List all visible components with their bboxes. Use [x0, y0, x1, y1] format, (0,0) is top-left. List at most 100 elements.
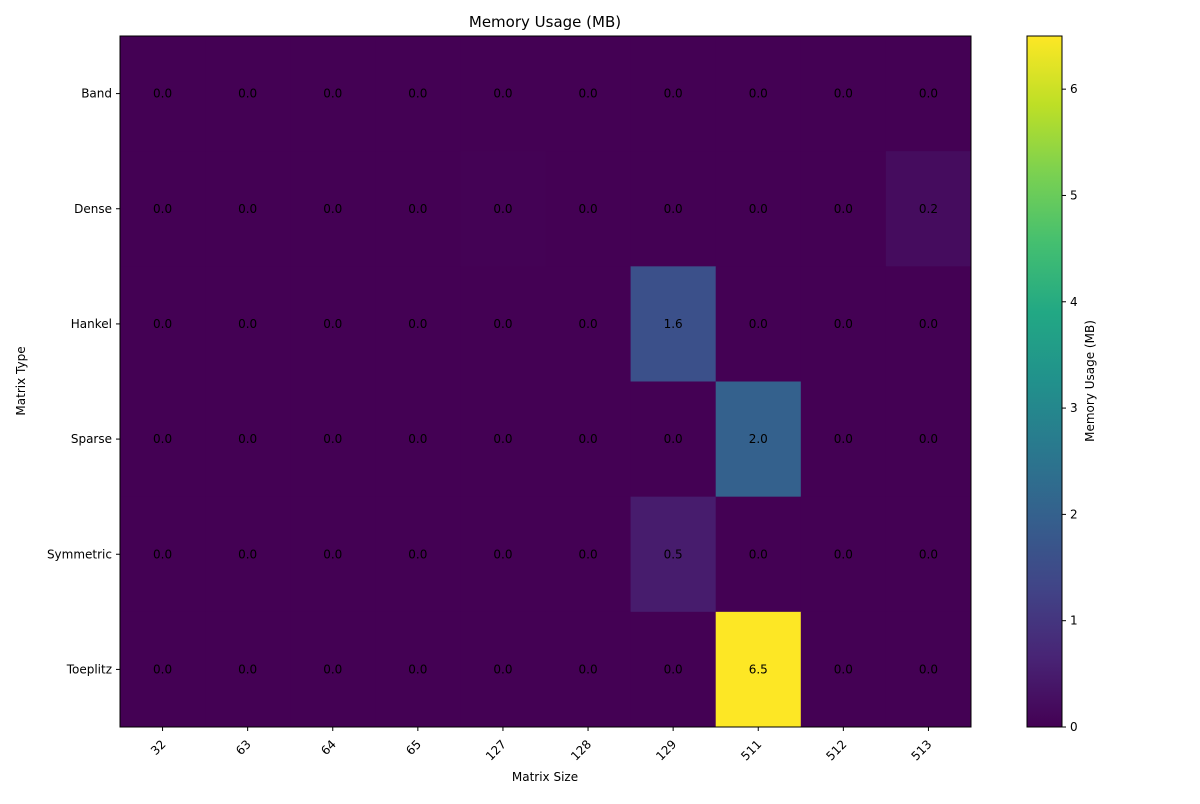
x-tick-label: 64 [318, 737, 339, 758]
cell-value-label: 0.0 [408, 432, 427, 446]
heatmap-cell [545, 611, 632, 728]
cell-value-label: 2.0 [749, 432, 768, 446]
cell-value-label: 1.6 [664, 317, 683, 331]
heatmap-cell [290, 381, 376, 498]
cell-value-label: 0.0 [579, 317, 598, 331]
cell-value-label: 0.0 [834, 547, 853, 561]
cell-value-label: 0.0 [238, 547, 257, 561]
x-axis-ticks: 32 63 64 65 127 128 129 511 512 513 [148, 727, 935, 763]
x-tick-label: 63 [233, 737, 254, 758]
y-tick-label: Sparse [71, 432, 112, 446]
heatmap-cell [545, 496, 632, 613]
cell-value-label: 0.0 [323, 432, 342, 446]
y-tick-label: Dense [74, 202, 112, 216]
cell-value-label: 0.0 [153, 547, 172, 561]
cell-value-label: 0.2 [919, 202, 938, 216]
colorbar-frame [1026, 35, 1063, 728]
cell-value-label: 0.0 [493, 662, 512, 676]
cell-value-label: 0.0 [919, 432, 938, 446]
cell-value-label: 0.0 [493, 202, 512, 216]
heatmap-cell [120, 381, 206, 498]
x-axis-title: Matrix Size [512, 770, 578, 784]
cell-value-label: 0.0 [579, 87, 598, 101]
cell-value-label: 0.0 [323, 87, 342, 101]
cell-value-label: 0.0 [323, 317, 342, 331]
cell-value-label: 0.0 [323, 547, 342, 561]
heatmap-cell [290, 496, 376, 613]
x-tick-label: 512 [823, 737, 849, 763]
heatmap-cell [545, 381, 632, 498]
cell-value-label: 0.0 [238, 662, 257, 676]
y-tick-label: Symmetric [47, 547, 112, 561]
cell-value-label: 0.0 [323, 662, 342, 676]
colorbar-tick-label: 3 [1070, 401, 1078, 415]
cell-value-label: 0.0 [664, 662, 683, 676]
cell-value-label: 0.0 [493, 547, 512, 561]
x-tick-label: 128 [568, 737, 594, 763]
heatmap-cell [630, 266, 717, 382]
x-tick-label: 513 [908, 737, 934, 763]
cell-value-label: 0.0 [323, 202, 342, 216]
heatmap-cell [120, 496, 206, 613]
y-tick-label: Toeplitz [66, 662, 112, 676]
cell-value-label: 0.0 [408, 317, 427, 331]
heatmap-cell [715, 611, 802, 728]
cell-value-label: 0.0 [493, 317, 512, 331]
colorbar-gradient [1027, 36, 1062, 727]
plot-frame [119, 35, 972, 728]
cell-value-label: 0.0 [579, 662, 598, 676]
heatmap-cell [885, 496, 972, 613]
heatmap-cell [460, 496, 546, 613]
heatmap-cell [290, 36, 376, 152]
heatmap-cell [205, 496, 291, 613]
colorbar-tick-label: 4 [1070, 295, 1078, 309]
heatmap-cell [205, 611, 291, 728]
cell-value-label: 0.0 [834, 662, 853, 676]
y-axis-title: Matrix Type [14, 346, 28, 415]
cell-value-label: 0.0 [919, 547, 938, 561]
y-axis-ticks: Band Dense Hankel Sparse Symmetric Toeplitz [47, 87, 120, 676]
heatmap-cell [460, 151, 546, 267]
cell-value-label: 0.0 [493, 432, 512, 446]
heatmap-cell [375, 611, 461, 728]
cell-value-label: 0.0 [834, 202, 853, 216]
heatmap-cell-labels: 0.0 0.0 0.0 0.0 0.0 0.0 0.0 0.0 0.0 0.0 0.0 0.0 0.0 0… [153, 87, 938, 677]
heatmap-cell [375, 381, 461, 498]
heatmap-cell [715, 381, 802, 498]
heatmap-cell [205, 381, 291, 498]
x-tick-label: 129 [653, 737, 679, 763]
heatmap-cell [120, 36, 206, 152]
cell-value-label: 0.5 [664, 547, 683, 561]
heatmap-cell [290, 151, 376, 267]
cell-value-label: 0.0 [749, 202, 768, 216]
cell-value-label: 0.0 [408, 662, 427, 676]
cell-value-label: 0.0 [749, 87, 768, 101]
heatmap-cell [205, 36, 291, 152]
heatmap-cell [885, 151, 972, 267]
heatmap-cell [290, 266, 376, 382]
heatmap-cell [460, 381, 546, 498]
cell-value-label: 0.0 [238, 317, 257, 331]
heatmap-cell [715, 266, 802, 382]
heatmap-cell [630, 496, 717, 613]
colorbar-tick-label: 6 [1070, 82, 1078, 96]
heatmap-cell [800, 36, 887, 152]
x-tick-label: 127 [483, 737, 509, 763]
colorbar-tick-label: 1 [1070, 614, 1078, 628]
heatmap-cell [630, 36, 717, 152]
cell-value-label: 0.0 [834, 87, 853, 101]
heatmap-cell [800, 611, 887, 728]
cell-value-label: 0.0 [919, 87, 938, 101]
cell-value-label: 0.0 [749, 317, 768, 331]
chart-title: Memory Usage (MB) [469, 13, 621, 31]
x-tick-label: 511 [738, 737, 764, 763]
cell-value-label: 0.0 [579, 547, 598, 561]
heatmap-cell [460, 266, 546, 382]
cell-value-label: 0.0 [238, 202, 257, 216]
heatmap-cell [375, 151, 461, 267]
heatmap-cell [885, 266, 972, 382]
heatmap-cell [545, 36, 632, 152]
heatmap-cell [290, 611, 376, 728]
